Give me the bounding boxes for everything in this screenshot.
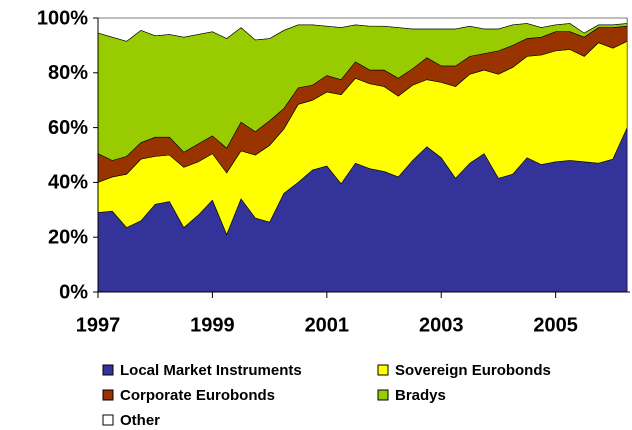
y-tick-label: 40% bbox=[48, 172, 88, 194]
legend-label: Bradys bbox=[395, 387, 446, 404]
legend-swatch bbox=[102, 414, 114, 426]
y-tick-label: 60% bbox=[48, 117, 88, 139]
x-tick-label: 2003 bbox=[419, 314, 464, 336]
x-tick-label: 1997 bbox=[76, 314, 121, 336]
legend-label: Local Market Instruments bbox=[120, 362, 302, 379]
legend-label: Other bbox=[120, 412, 160, 429]
y-tick-label: 100% bbox=[37, 7, 88, 29]
legend-swatch bbox=[102, 389, 114, 401]
x-tick-label: 2001 bbox=[305, 314, 350, 336]
legend-swatch bbox=[377, 389, 389, 401]
area bbox=[97, 17, 628, 42]
y-tick-label: 0% bbox=[59, 281, 88, 303]
x-tick-label: 1999 bbox=[190, 314, 235, 336]
legend-swatch bbox=[377, 364, 389, 376]
legend-swatch bbox=[102, 364, 114, 376]
y-tick-label: 20% bbox=[48, 226, 88, 248]
y-tick-label: 80% bbox=[48, 62, 88, 84]
legend-label: Corporate Eurobonds bbox=[120, 387, 275, 404]
x-tick-label: 2005 bbox=[533, 314, 578, 336]
legend-label: Sovereign Eurobonds bbox=[395, 362, 551, 379]
